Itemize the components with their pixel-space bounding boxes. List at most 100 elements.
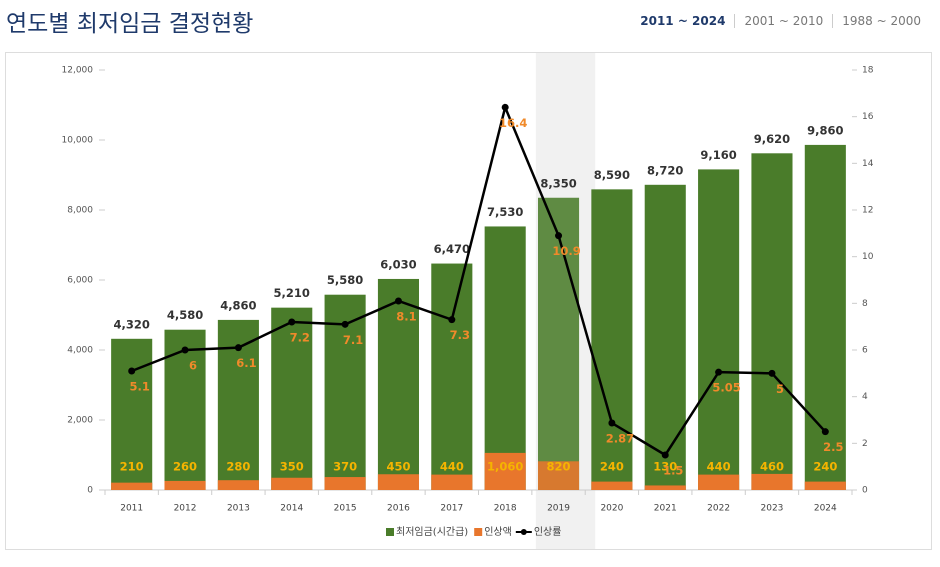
bar [591,189,633,490]
bar [324,477,366,490]
x-tick-label: 2013 [227,504,250,514]
value-label: 9,160 [700,148,736,162]
value-label: 370 [333,460,357,474]
bar [698,169,740,490]
value-label: 1.5 [663,464,683,478]
bar [431,263,473,490]
chart-frame [5,52,932,550]
x-tick-label: 2021 [654,504,677,514]
value-label: 2.87 [606,432,634,446]
value-label: 9,860 [807,123,843,137]
bar [271,307,313,490]
value-label: 820 [547,460,571,474]
bar [644,184,686,491]
x-tick-label: 2016 [387,504,410,514]
value-label: 5.1 [129,380,149,394]
x-tick-label: 2018 [494,504,517,514]
point [341,320,349,328]
x-tick-label: 2022 [707,504,730,514]
point [234,344,242,352]
value-label: 5.05 [712,381,740,395]
value-label: 2.5 [823,440,843,454]
y-tick-label: 6,000 [67,276,93,286]
value-label: 240 [600,460,624,474]
point [661,451,669,459]
tab[interactable]: 2001 ~ 2010 [734,14,832,28]
value-label: 7.2 [290,331,310,345]
x-tick-label: 2023 [761,504,784,514]
bar [537,461,580,490]
value-label: 7,530 [487,205,523,219]
y-tick-label: 4,000 [67,346,93,356]
y2-tick-label: 14 [862,159,874,169]
value-label: 6 [189,359,197,373]
value-label: 8,720 [647,163,683,177]
point [394,297,402,305]
x-tick-label: 2011 [120,504,143,514]
value-label: 6,030 [380,257,416,271]
tabs: 2011 ~ 2024 2001 ~ 2010 1988 ~ 2000 [631,14,930,28]
tab[interactable]: 2011 ~ 2024 [640,14,726,28]
point [448,316,456,324]
value-label: 440 [440,460,464,474]
y2-tick-label: 4 [862,392,868,402]
x-tick-label: 2012 [174,504,197,514]
value-label: 130 [653,460,677,474]
x-tick-label: 2014 [280,504,303,514]
value-label: 10.9 [552,244,580,258]
bar [377,474,420,490]
value-label: 4,860 [220,298,256,312]
legend-swatch [474,528,483,536]
x-tick-label: 2024 [814,504,837,514]
value-label: 5,210 [274,286,310,300]
y-tick-label: 0 [87,486,93,496]
value-label: 280 [226,460,250,474]
legend-label: 최저임금(시간급) [396,525,468,538]
line [131,103,827,457]
value-label: 7.3 [450,328,470,342]
legend-label: 인상액 [484,526,512,538]
point [288,318,296,326]
y-tick-label: 12,000 [62,66,94,76]
y2-tick-label: 10 [862,252,874,262]
value-label: 8,590 [594,168,630,182]
bar [111,338,153,490]
tab[interactable]: 1988 ~ 2000 [832,14,930,28]
value-label: 5 [776,382,784,396]
value-label: 8.1 [396,310,416,324]
x-tick-label: 2015 [334,504,357,514]
y-tick-label: 8,000 [67,206,93,216]
bar [111,482,153,490]
bar [644,485,686,490]
value-label: 7.1 [343,333,363,347]
y2-tick-label: 12 [862,206,873,216]
bar [804,481,846,490]
y2-tick-label: 0 [862,486,868,496]
value-label: 460 [760,460,784,474]
bar [164,480,206,490]
y-tick-label: 10,000 [62,136,94,146]
bar [217,480,259,490]
bar [484,452,526,490]
point [715,368,723,376]
point [768,369,776,377]
legend-swatch [520,529,527,535]
legend-label: 인상률 [534,526,562,538]
x-tick-label: 2019 [547,504,570,514]
value-label: 240 [813,460,837,474]
value-label: 4,320 [113,317,149,331]
page-title: 연도별 최저임금 결정현황 [6,11,254,37]
y-tick-label: 2,000 [67,416,93,426]
value-label: 6.1 [236,356,256,370]
point [555,232,563,240]
value-label: 210 [120,460,144,474]
bar [484,226,526,490]
bar [431,474,473,490]
point [608,419,616,427]
x-tick-label: 2017 [440,504,463,514]
value-label: 260 [173,460,197,474]
bar [377,278,420,490]
legend-swatch [386,528,394,536]
value-label: 1,060 [487,460,523,474]
